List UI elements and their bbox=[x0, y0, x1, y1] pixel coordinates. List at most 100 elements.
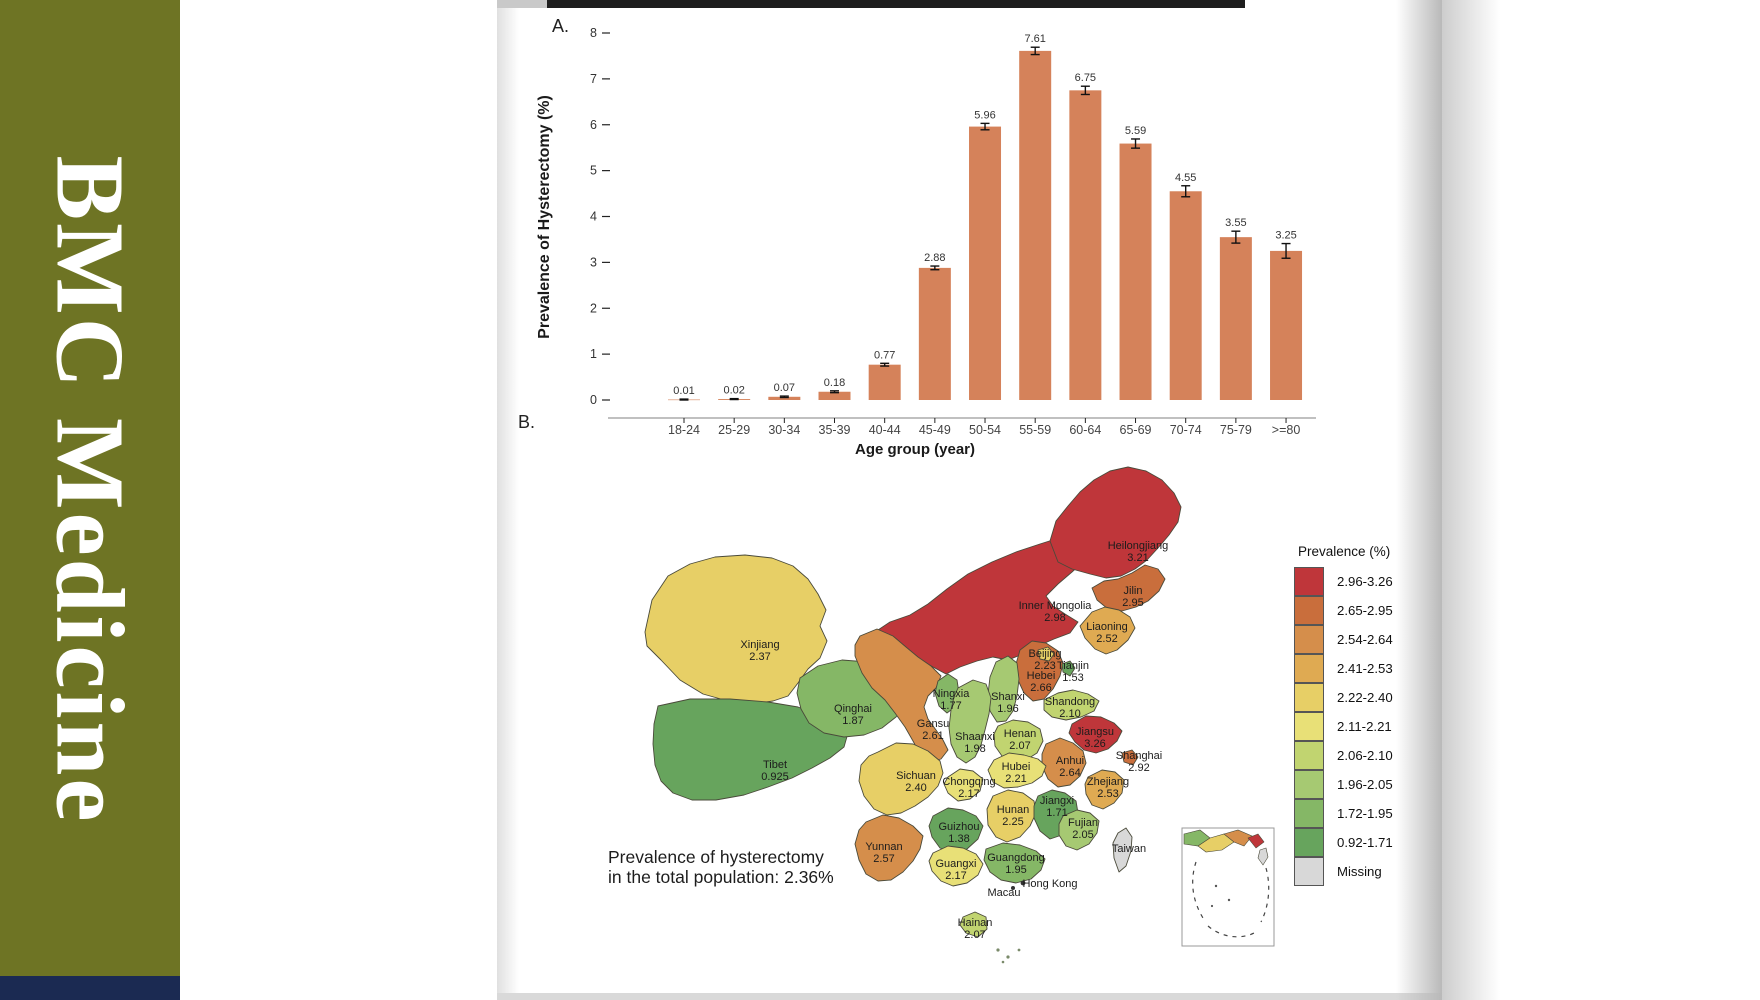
value-innermongolia: 2.98 bbox=[1044, 612, 1065, 624]
value-heilongjiang: 3.21 bbox=[1127, 552, 1148, 564]
bar-50-54 bbox=[969, 126, 1002, 401]
province-heilongjiang bbox=[1049, 466, 1182, 579]
bar-value-label: 0.01 bbox=[673, 385, 694, 397]
legend-row: Missing bbox=[1294, 856, 1393, 886]
inset-island-dot bbox=[1227, 898, 1231, 902]
label-qinghai: Qinghai bbox=[834, 703, 872, 715]
inset-coast-red bbox=[1247, 833, 1265, 849]
marker-hong-kong bbox=[1020, 880, 1026, 886]
inset-taiwan bbox=[1257, 847, 1269, 866]
legend-swatch bbox=[1294, 798, 1324, 828]
legend-label: 2.11-2.21 bbox=[1337, 719, 1392, 734]
bar-30-34 bbox=[768, 396, 801, 400]
label-sichuan: Sichuan bbox=[896, 770, 936, 782]
x-tick-label: 70-74 bbox=[1170, 423, 1202, 437]
y-tick-label: 3 bbox=[590, 255, 597, 269]
label-jiangxi: Jiangxi bbox=[1040, 795, 1074, 807]
x-axis-title: Age group (year) bbox=[854, 441, 975, 458]
province-henan bbox=[993, 719, 1044, 762]
label-beijing: Beijing bbox=[1028, 648, 1061, 660]
bar->=80 bbox=[1270, 250, 1303, 400]
page-right-shadow bbox=[1396, 0, 1442, 1000]
x-tick-label: 30-34 bbox=[768, 423, 800, 437]
value-tibet: 0.925 bbox=[761, 771, 789, 783]
province-fujian bbox=[1058, 809, 1100, 851]
value-zhejiang: 2.53 bbox=[1097, 788, 1118, 800]
inset-dash-line-bottom bbox=[1207, 925, 1257, 938]
bar-35-39 bbox=[818, 391, 851, 400]
value-fujian: 2.05 bbox=[1072, 829, 1093, 841]
journal-banner: BMC Medicine bbox=[0, 0, 180, 1000]
legend-label: 2.41-2.53 bbox=[1337, 661, 1393, 676]
label-shanghai: Shanghai bbox=[1116, 750, 1163, 762]
page-top-strip bbox=[497, 0, 547, 8]
inset-dash-line-right bbox=[1260, 867, 1270, 923]
legend-label: 2.22-2.40 bbox=[1337, 690, 1393, 705]
legend-label: 2.54-2.64 bbox=[1337, 632, 1393, 647]
page-right-edge bbox=[1442, 0, 1500, 1000]
bar-60-64 bbox=[1069, 90, 1102, 400]
south-china-sea-inset bbox=[1181, 827, 1275, 947]
bar-value-label: 7.61 bbox=[1024, 33, 1045, 45]
bar-value-label: 3.25 bbox=[1275, 230, 1296, 242]
value-hunan: 2.25 bbox=[1002, 816, 1023, 828]
bar-chart-panel-a: 0 1 2 3 4 5 6 7 8 18-24 25-29 30-34 35-39 40-44 45-49 5… bbox=[590, 26, 1316, 437]
chart-bars: 0.01 0.02 0.07 0.18 0.77 2.88 5.96 7.61 6.75 5.59… bbox=[668, 33, 1303, 401]
x-tick-label: 60-64 bbox=[1069, 423, 1101, 437]
province-zhejiang bbox=[1084, 769, 1125, 810]
x-tick-label: 35-39 bbox=[819, 423, 851, 437]
province-sichuan bbox=[858, 742, 944, 816]
x-tick-label: 45-49 bbox=[919, 423, 951, 437]
label-heilongjiang: Heilongjiang bbox=[1108, 540, 1169, 552]
label-guangxi: Guangxi bbox=[936, 858, 977, 870]
y-tick-label: 6 bbox=[590, 118, 597, 132]
legend-swatch bbox=[1294, 624, 1324, 654]
x-tick-label: 75-79 bbox=[1220, 423, 1252, 437]
legend-label: 1.72-1.95 bbox=[1337, 806, 1393, 821]
legend-label: 0.92-1.71 bbox=[1337, 835, 1393, 850]
province-inner-mongolia bbox=[857, 534, 1091, 675]
inset-island-dot bbox=[1214, 884, 1218, 888]
province-beijing bbox=[1037, 646, 1055, 662]
label-hebei: Hebei bbox=[1027, 670, 1056, 682]
bar-value-label: 0.18 bbox=[824, 377, 845, 389]
label-anhui: Anhui bbox=[1056, 755, 1084, 767]
label-macau: Macau bbox=[987, 887, 1020, 899]
value-beijing: 2.23 bbox=[1034, 660, 1055, 672]
label-guizhou: Guizhou bbox=[939, 821, 980, 833]
legend-swatch bbox=[1294, 595, 1324, 625]
bar-value-label: 6.75 bbox=[1075, 72, 1096, 84]
y-tick-label: 4 bbox=[590, 210, 597, 224]
value-shanxi: 1.96 bbox=[997, 703, 1018, 715]
value-ningxia: 1.77 bbox=[940, 700, 961, 712]
province-xinjiang bbox=[644, 554, 828, 705]
legend-row: 2.96-3.26 bbox=[1294, 566, 1393, 596]
x-tick-label: 65-69 bbox=[1120, 423, 1152, 437]
bar-value-label: 5.96 bbox=[974, 109, 995, 121]
bar-40-44 bbox=[868, 364, 901, 400]
legend-label: Missing bbox=[1337, 864, 1382, 879]
bar-value-label: 2.88 bbox=[924, 252, 945, 264]
label-hubei: Hubei bbox=[1002, 761, 1031, 773]
x-tick-label: 50-54 bbox=[969, 423, 1001, 437]
province-hunan bbox=[986, 789, 1037, 843]
province-shaanxi bbox=[948, 679, 992, 764]
label-fujian: Fujian bbox=[1068, 817, 1098, 829]
y-tick-label: 2 bbox=[590, 301, 597, 315]
province-guangdong bbox=[983, 842, 1046, 884]
value-hainan: 2.07 bbox=[964, 929, 985, 941]
map-annotation: Prevalence of hysterectomy in the total … bbox=[608, 847, 834, 887]
bar-45-49 bbox=[918, 267, 951, 400]
legend-row: 2.54-2.64 bbox=[1294, 624, 1393, 654]
legend-row: 2.06-2.10 bbox=[1294, 740, 1393, 770]
label-zhejiang: Zhejiang bbox=[1087, 776, 1129, 788]
province-guizhou bbox=[928, 807, 984, 854]
value-guangdong: 1.95 bbox=[1005, 864, 1026, 876]
province-hubei bbox=[987, 752, 1047, 789]
legend-title: Prevalence (%) bbox=[1298, 544, 1391, 559]
label-henan: Henan bbox=[1004, 728, 1036, 740]
bar-value-label: 0.02 bbox=[723, 385, 744, 397]
y-tick-label: 8 bbox=[590, 26, 597, 40]
x-tick-label: 18-24 bbox=[668, 423, 700, 437]
legend-label: 1.96-2.05 bbox=[1337, 777, 1393, 792]
